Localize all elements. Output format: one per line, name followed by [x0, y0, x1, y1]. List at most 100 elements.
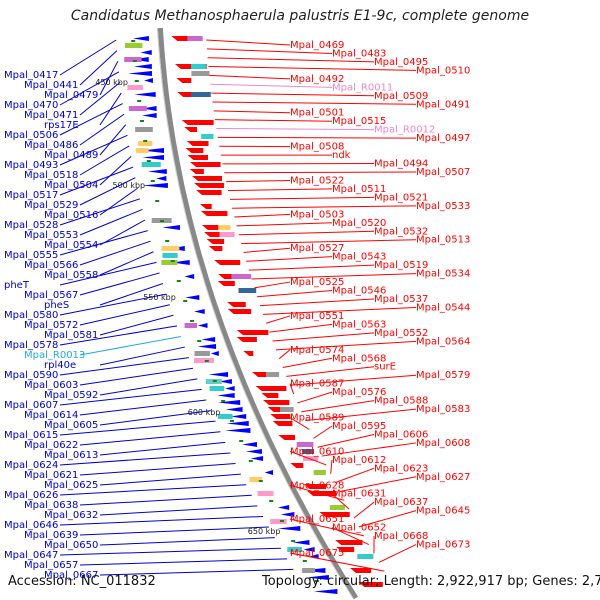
left-gene-label[interactable]: pheT — [4, 280, 30, 291]
right-gene-label[interactable]: Mpal_0612 — [332, 455, 386, 466]
left-gene-label[interactable]: Mpal_0506 — [4, 130, 58, 141]
left-gene-label[interactable]: Mpal_0657 — [24, 560, 78, 571]
right-gene-label[interactable]: Mpal_0589 — [290, 413, 344, 424]
right-gene-label[interactable]: Mpal_0563 — [332, 319, 386, 330]
left-gene-label[interactable]: Mpal_0580 — [4, 310, 58, 321]
right-gene-label[interactable]: Mpal_0513 — [416, 235, 470, 246]
left-gene-label[interactable]: Mpal_0632 — [44, 510, 98, 521]
left-gene-label[interactable]: Mpal_0555 — [4, 250, 58, 261]
right-gene-label[interactable]: Mpal_0534 — [416, 269, 470, 280]
left-gene-label[interactable]: Mpal_0605 — [44, 420, 98, 431]
right-gene-label[interactable]: Mpal_0510 — [416, 65, 470, 76]
right-gene-label[interactable]: Mpal_0576 — [332, 387, 386, 398]
right-gene-label[interactable]: Mpal_0606 — [374, 429, 428, 440]
left-gene-label[interactable]: Mpal_0493 — [4, 160, 58, 171]
left-gene-label[interactable]: Mpal_0567 — [24, 290, 78, 301]
left-gene-label[interactable]: Mpal_0622 — [24, 440, 78, 451]
right-gene-label[interactable]: Mpal_0608 — [416, 438, 470, 449]
left-gene-label[interactable]: Mpal_0638 — [24, 500, 78, 511]
left-gene-label[interactable]: Mpal_0417 — [4, 70, 58, 81]
left-gene-label[interactable]: Mpal_0650 — [44, 540, 98, 551]
left-gene-label[interactable]: Mpal_0441 — [24, 80, 78, 91]
right-gene-label[interactable]: Mpal_0543 — [332, 252, 386, 263]
right-gene-label[interactable]: Mpal_0491 — [416, 99, 470, 110]
right-gene-label[interactable]: Mpal_0574 — [290, 345, 344, 356]
left-gene-label[interactable]: Mpal_0607 — [4, 400, 58, 411]
left-gene-label[interactable]: Mpal_0621 — [24, 470, 78, 481]
right-gene-label[interactable]: Mpal_0610 — [290, 446, 344, 457]
left-gene-label[interactable]: Mpal_0479 — [44, 90, 98, 101]
left-gene-label[interactable]: Mpal_0572 — [24, 320, 78, 331]
right-gene-label[interactable]: Mpal_0588 — [374, 396, 428, 407]
left-gene-label[interactable]: Mpal_0566 — [24, 260, 78, 271]
left-gene-label[interactable]: Mpal_0489 — [44, 150, 98, 161]
left-gene-label[interactable]: Mpal_0504 — [44, 180, 98, 191]
right-gene-label[interactable]: Mpal_0544 — [416, 302, 470, 313]
right-gene-label[interactable]: Mpal_0522 — [290, 175, 344, 186]
right-gene-label[interactable]: surE — [374, 362, 396, 373]
right-gene-label[interactable]: Mpal_0675 — [290, 548, 344, 559]
right-gene-label[interactable]: Mpal_0551 — [290, 311, 344, 322]
left-gene-label[interactable]: Mpal_R0013 — [24, 350, 85, 361]
left-gene-label[interactable]: Mpal_0471 — [24, 110, 78, 121]
right-gene-label[interactable]: Mpal_0483 — [332, 48, 386, 59]
left-gene-label[interactable]: Mpal_0517 — [4, 190, 58, 201]
left-gene-label[interactable]: Mpal_0553 — [24, 230, 78, 241]
left-gene-label[interactable]: Mpal_0554 — [44, 240, 98, 251]
right-gene-label[interactable]: Mpal_0527 — [290, 243, 344, 254]
left-gene-label[interactable]: Mpal_0590 — [4, 370, 58, 381]
gene-labels[interactable]: Mpal_0417Mpal_0441Mpal_0479Mpal_0470Mpal… — [4, 40, 470, 581]
right-gene-label[interactable]: Mpal_0533 — [416, 201, 470, 212]
left-gene-label[interactable]: Mpal_0486 — [24, 140, 78, 151]
left-gene-label[interactable]: Mpal_0614 — [24, 410, 78, 421]
right-gene-label[interactable]: Mpal_0546 — [332, 286, 386, 297]
left-gene-label[interactable]: pheS — [44, 300, 69, 311]
right-gene-label[interactable]: Mpal_0508 — [290, 142, 344, 153]
right-gene-label[interactable]: Mpal_0652 — [332, 523, 386, 534]
left-gene-label[interactable]: Mpal_0624 — [4, 460, 58, 471]
right-gene-label[interactable]: Mpal_0503 — [290, 209, 344, 220]
left-gene-label[interactable]: Mpal_0470 — [4, 100, 58, 111]
right-gene-label[interactable]: Mpal_0637 — [374, 497, 428, 508]
right-gene-label[interactable]: Mpal_0627 — [416, 472, 470, 483]
left-gene-label[interactable]: rpl40e — [44, 360, 76, 371]
left-gene-label[interactable]: Mpal_0529 — [24, 200, 78, 211]
right-gene-label[interactable]: Mpal_R0011 — [332, 82, 393, 93]
right-gene-label[interactable]: Mpal_0537 — [374, 294, 428, 305]
left-gene-label[interactable]: Mpal_0592 — [44, 390, 98, 401]
left-gene-label[interactable]: Mpal_0516 — [44, 210, 98, 221]
right-gene-label[interactable]: Mpal_0668 — [374, 531, 428, 542]
right-gene-label[interactable]: Mpal_0492 — [290, 74, 344, 85]
right-gene-label[interactable]: Mpal_0568 — [332, 353, 386, 364]
left-gene-label[interactable]: Mpal_0647 — [4, 550, 58, 561]
left-gene-label[interactable]: Mpal_0558 — [44, 270, 98, 281]
right-gene-label[interactable]: Mpal_0525 — [290, 277, 344, 288]
right-gene-label[interactable]: Mpal_0520 — [332, 218, 386, 229]
right-gene-label[interactable]: Mpal_0552 — [374, 328, 428, 339]
left-gene-label[interactable]: Mpal_0646 — [4, 520, 58, 531]
right-gene-label[interactable]: Mpal_0521 — [374, 192, 428, 203]
right-gene-label[interactable]: Mpal_0564 — [416, 336, 470, 347]
left-gene-label[interactable]: Mpal_0518 — [24, 170, 78, 181]
right-gene-label[interactable]: Mpal_0595 — [332, 421, 386, 432]
left-gene-label[interactable]: Mpal_0528 — [4, 220, 58, 231]
right-gene-label[interactable]: Mpal_0579 — [416, 370, 470, 381]
right-gene-label[interactable]: Mpal_0645 — [416, 506, 470, 517]
left-gene-label[interactable]: Mpal_0625 — [44, 480, 98, 491]
left-gene-label[interactable]: rps17E — [44, 120, 79, 131]
right-gene-label[interactable]: Mpal_0651 — [290, 514, 344, 525]
right-gene-label[interactable]: Mpal_0532 — [374, 226, 428, 237]
right-gene-label[interactable]: Mpal_0469 — [290, 40, 344, 51]
right-gene-label[interactable]: Mpal_0623 — [374, 463, 428, 474]
left-gene-label[interactable]: Mpal_0639 — [24, 530, 78, 541]
left-gene-label[interactable]: Mpal_0603 — [24, 380, 78, 391]
right-gene-label[interactable]: ndk — [332, 150, 351, 161]
right-gene-label[interactable]: Mpal_0495 — [374, 57, 428, 68]
left-gene-label[interactable]: Mpal_0578 — [4, 340, 58, 351]
right-gene-label[interactable]: Mpal_0497 — [416, 133, 470, 144]
right-gene-label[interactable]: Mpal_0511 — [332, 184, 386, 195]
left-gene-label[interactable]: Mpal_0615 — [4, 430, 58, 441]
right-gene-label[interactable]: Mpal_0501 — [290, 108, 344, 119]
right-gene-label[interactable]: Mpal_0673 — [416, 540, 470, 551]
left-gene-label[interactable]: Mpal_0626 — [4, 490, 58, 501]
